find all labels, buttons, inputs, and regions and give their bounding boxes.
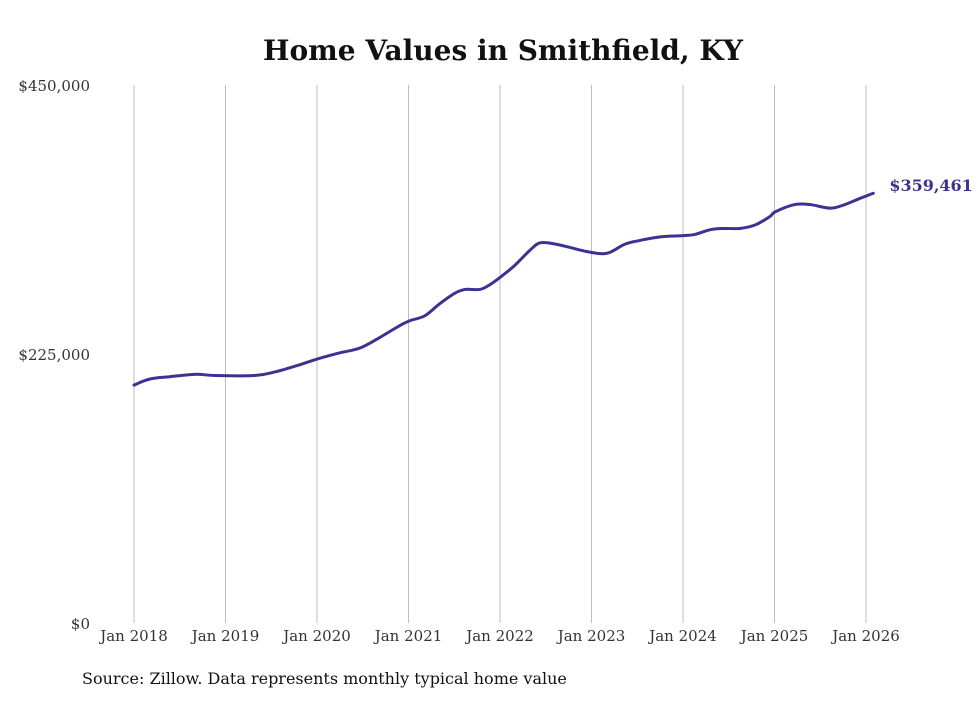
x-axis-ticks: Jan 2018 Jan 2019 Jan 2020 Jan 2021 Jan 2022… [98,627,900,645]
gridlines [133,85,867,623]
end-value-label: $359,461 [889,176,973,195]
chart-title: Home Values in Smithfield, KY [263,34,744,67]
y-tick-label: $0 [71,615,90,633]
y-tick-label: $225,000 [18,346,90,364]
series-line [132,191,875,387]
x-tick-label: Jan 2019 [190,627,260,645]
x-tick-label: Jan 2021 [373,627,443,645]
y-axis-ticks: $0 $225,000 $450,000 [18,77,90,633]
x-tick-label: Jan 2025 [739,627,809,645]
y-tick-label: $450,000 [18,77,90,95]
source-note: Source: Zillow. Data represents monthly … [82,669,567,688]
x-tick-label: Jan 2023 [556,627,626,645]
x-tick-label: Jan 2020 [281,627,351,645]
x-tick-label: Jan 2024 [647,627,717,645]
x-tick-label: Jan 2026 [830,627,900,645]
x-tick-label: Jan 2018 [98,627,168,645]
x-tick-label: Jan 2022 [464,627,534,645]
